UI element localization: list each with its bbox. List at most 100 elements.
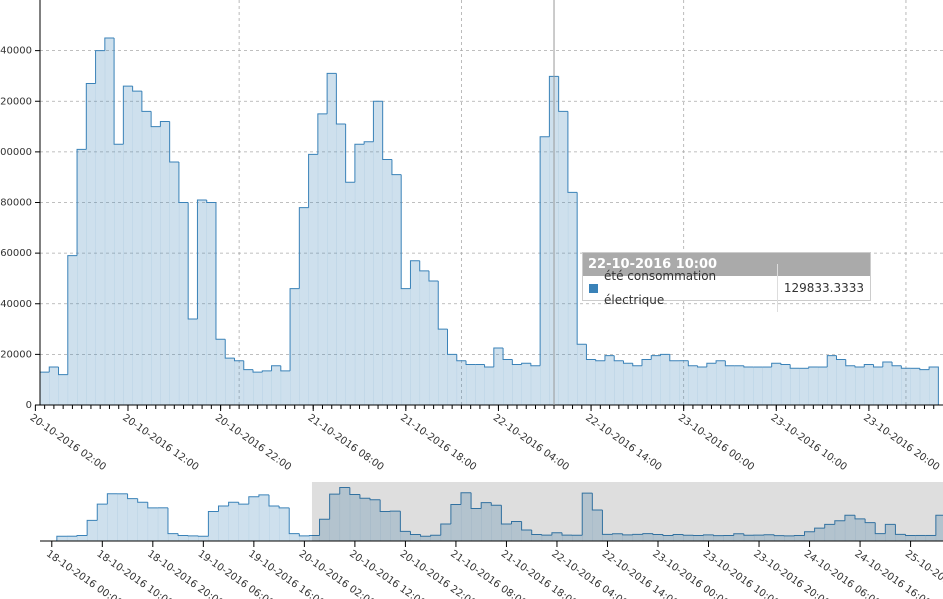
step-line [576, 192, 587, 345]
step-line [349, 487, 360, 496]
step-line [252, 369, 263, 373]
area-step [632, 534, 644, 541]
area-step [572, 535, 583, 541]
area-step [814, 528, 826, 541]
step-line [326, 72, 337, 114]
area-step [329, 494, 341, 541]
area-step [258, 494, 270, 541]
area-step [447, 354, 458, 405]
area-step [895, 534, 906, 541]
y-tick-label: 140000 [0, 46, 32, 57]
area-step [370, 499, 381, 541]
step-line [891, 361, 902, 367]
area-step [652, 534, 664, 541]
area-step [844, 515, 856, 541]
x-tick-label: 23-10-2016 20:00 [861, 412, 941, 473]
tooltip-swatch [589, 283, 598, 293]
tooltip-series-name: été consommation électrique [604, 264, 778, 312]
step-line [662, 534, 674, 536]
area-step [410, 534, 421, 541]
area-step [491, 505, 502, 541]
tooltip-value: 129833.3333 [783, 281, 864, 295]
area-step [836, 359, 847, 405]
area-step [289, 533, 300, 541]
area-step [885, 524, 896, 541]
step-line [215, 202, 226, 340]
area-step [753, 535, 765, 541]
area-step [373, 101, 383, 405]
step-line [864, 518, 876, 524]
area-step [481, 502, 492, 541]
area-step [234, 360, 245, 405]
area-step [428, 280, 439, 405]
step-line [672, 534, 684, 536]
step-line [484, 364, 494, 368]
area-step [725, 365, 735, 405]
step-line [141, 91, 152, 112]
area-step [919, 369, 930, 405]
area-step [743, 367, 754, 405]
area-step [456, 360, 467, 405]
step-line [150, 111, 161, 128]
area-step [804, 531, 815, 541]
area-step [114, 144, 124, 405]
area-step [178, 202, 189, 405]
step-line [773, 534, 785, 537]
step-line [382, 101, 392, 160]
area-step [390, 511, 401, 541]
area-step [910, 368, 921, 405]
step-line [298, 207, 309, 289]
x-tick-label: 21-10-2016 18:00 [398, 412, 478, 473]
step-line [178, 162, 189, 203]
step-line [803, 531, 815, 536]
area-step [551, 532, 563, 541]
area-step [299, 535, 310, 541]
area-step [577, 344, 587, 405]
step-line [652, 533, 664, 536]
area-step [855, 518, 866, 541]
area-step [834, 520, 846, 541]
area-step [280, 370, 291, 405]
step-line [824, 523, 835, 529]
area-step [808, 367, 819, 405]
step-line [409, 260, 420, 289]
step-line [780, 363, 791, 365]
area-step [160, 121, 170, 405]
step-line [500, 505, 512, 525]
area-step [157, 507, 169, 541]
area-step [460, 492, 472, 541]
step-line [430, 534, 441, 537]
step-line [127, 493, 138, 500]
step-line [96, 503, 108, 521]
step-line [632, 363, 642, 367]
step-line [511, 359, 522, 365]
step-line [928, 366, 939, 405]
step-line [771, 362, 781, 368]
step-line [591, 493, 603, 511]
area-step [450, 504, 462, 541]
step-line [521, 362, 531, 365]
area-step [673, 534, 684, 541]
plot-area [56, 482, 943, 541]
step-line [271, 365, 281, 371]
area-step [586, 359, 596, 405]
area-step [935, 515, 943, 541]
step-line [834, 520, 845, 525]
area-step [743, 535, 755, 541]
area-step [269, 505, 280, 541]
step-line [845, 359, 856, 367]
area-step [892, 365, 902, 405]
area-step [104, 37, 115, 405]
area-step [651, 355, 661, 405]
area-step [466, 364, 476, 405]
step-line [743, 365, 754, 368]
area-step [784, 535, 795, 541]
step-line [40, 371, 50, 405]
step-line [379, 499, 391, 512]
step-line [541, 534, 552, 536]
area-step [127, 498, 138, 541]
area-step [137, 502, 149, 541]
step-line [354, 143, 365, 183]
area-step [799, 368, 810, 405]
step-line [558, 76, 568, 112]
